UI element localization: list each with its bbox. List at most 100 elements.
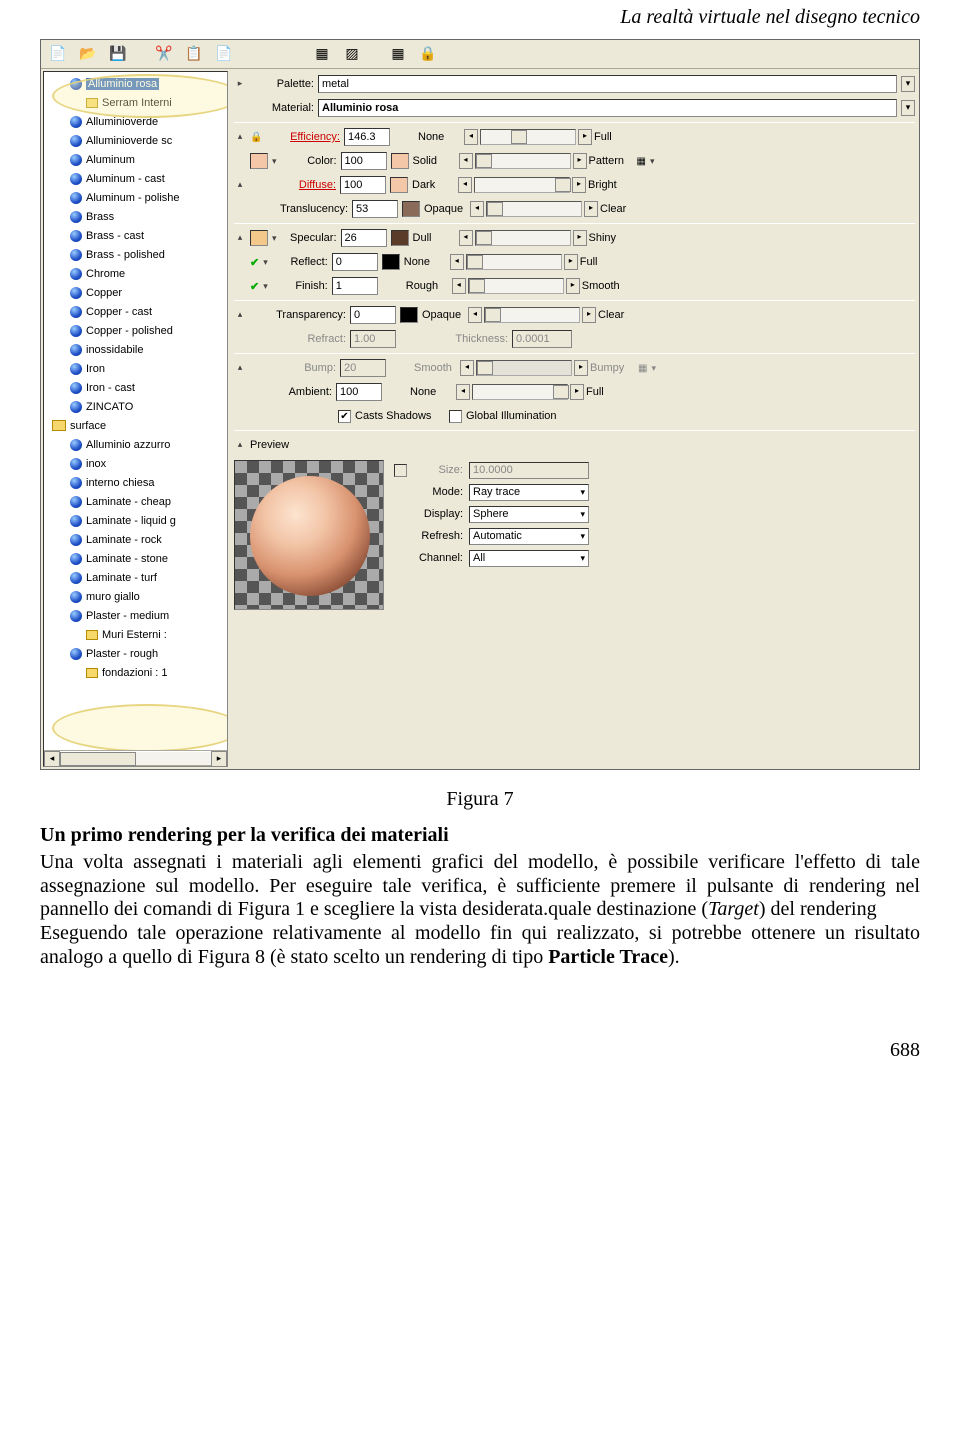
collapse-icon[interactable]: ▴ [234, 439, 246, 451]
slider-thumb[interactable] [476, 231, 492, 245]
casts-shadows-checkbox[interactable]: ✔ [338, 410, 351, 423]
reflect-slider[interactable]: None ◂ ▸ Full [404, 254, 624, 270]
save-icon[interactable]: 💾 [107, 43, 129, 65]
palette-dropdown-icon[interactable]: ▾ [901, 76, 915, 92]
tree-item[interactable]: Brass [48, 207, 225, 226]
tree-item[interactable]: inossidabile [48, 340, 225, 359]
translucency-swatch[interactable] [402, 201, 420, 217]
finish-slider[interactable]: Rough ◂ ▸ Smooth [406, 278, 626, 294]
slider-inc-icon[interactable]: ▸ [564, 254, 578, 270]
check-icon[interactable]: ✔ [250, 256, 259, 269]
transparency-input[interactable] [350, 306, 396, 324]
tree-item[interactable]: Iron - cast [48, 378, 225, 397]
tree-item[interactable]: Chrome [48, 264, 225, 283]
tree-item[interactable]: Laminate - turf [48, 568, 225, 587]
dropdown-icon[interactable]: ▾ [263, 281, 268, 292]
tree-item[interactable]: Serram Interni [48, 93, 225, 112]
scroll-track[interactable] [60, 751, 211, 766]
slider-inc-icon[interactable]: ▸ [572, 177, 586, 193]
slider-thumb[interactable] [467, 255, 483, 269]
slider-inc-icon[interactable]: ▸ [584, 201, 598, 217]
tree-item[interactable]: fondazioni : 1 [48, 663, 225, 682]
dropdown-icon[interactable]: ▾ [580, 509, 585, 520]
slider-thumb[interactable] [485, 308, 501, 322]
tree-item[interactable]: ZINCATO [48, 397, 225, 416]
slider-dec-icon[interactable]: ◂ [456, 384, 470, 400]
slider-thumb[interactable] [476, 154, 492, 168]
tree-item[interactable]: Alluminioverde [48, 112, 225, 131]
slider-inc-icon[interactable]: ▸ [573, 153, 587, 169]
palette-input[interactable] [318, 75, 897, 93]
color-swatch[interactable] [391, 153, 409, 169]
slider-dec-icon[interactable]: ◂ [459, 153, 473, 169]
tree-item[interactable]: Laminate - cheap [48, 492, 225, 511]
slider-thumb[interactable] [469, 279, 485, 293]
scroll-left-icon[interactable]: ◂ [44, 751, 60, 767]
efficiency-slider[interactable]: None ◂ ▸ Full [418, 129, 638, 145]
lock-icon[interactable]: 🔒 [250, 132, 264, 143]
tree-item[interactable]: interno chiesa [48, 473, 225, 492]
ambient-input[interactable] [336, 383, 382, 401]
specular-swatch[interactable] [391, 230, 409, 246]
specular-pre-swatch[interactable] [250, 230, 268, 246]
tree-item[interactable]: Aluminum - cast [48, 169, 225, 188]
reflect-swatch[interactable] [382, 254, 400, 270]
efficiency-input[interactable] [344, 128, 390, 146]
tree-item[interactable]: Muri Esterni : [48, 625, 225, 644]
render-icon[interactable]: ▦ [387, 43, 409, 65]
tree-item[interactable]: Alluminioverde sc [48, 131, 225, 150]
tree-item[interactable]: Plaster - rough [48, 644, 225, 663]
dropdown-icon[interactable]: ▾ [263, 257, 268, 268]
color-input[interactable] [341, 152, 387, 170]
slider-thumb[interactable] [511, 130, 527, 144]
slider-dec-icon[interactable]: ◂ [450, 254, 464, 270]
tree-item[interactable]: Brass - polished [48, 245, 225, 264]
slider-dec-icon[interactable]: ◂ [470, 201, 484, 217]
collapse-icon[interactable]: ▴ [234, 131, 246, 143]
tree-item[interactable]: muro giallo [48, 587, 225, 606]
global-illum-checkbox[interactable] [449, 410, 462, 423]
material-input[interactable] [318, 99, 897, 117]
diffuse-input[interactable] [340, 176, 386, 194]
tree-item[interactable]: Plaster - medium [48, 606, 225, 625]
mode-select[interactable]: Ray trace▾ [469, 484, 589, 501]
tree-item[interactable]: Aluminum - polishe [48, 188, 225, 207]
dropdown-icon[interactable]: ▾ [580, 487, 585, 498]
dropdown-icon[interactable]: ▾ [272, 156, 277, 167]
color-slider[interactable]: Solid ◂ ▸ Pattern [413, 153, 633, 169]
tree-item[interactable]: Laminate - liquid g [48, 511, 225, 530]
slider-thumb[interactable] [487, 202, 503, 216]
channel-select[interactable]: All▾ [469, 550, 589, 567]
specular-slider[interactable]: Dull ◂ ▸ Shiny [413, 230, 633, 246]
slider-inc-icon[interactable]: ▸ [566, 278, 580, 294]
slider-dec-icon[interactable]: ◂ [452, 278, 466, 294]
tree-item[interactable]: surface [48, 416, 225, 435]
grid2-icon[interactable]: ▨ [341, 43, 363, 65]
copy-icon[interactable]: 📋 [183, 43, 205, 65]
dropdown-icon[interactable]: ▾ [580, 553, 585, 564]
tree-hscrollbar[interactable]: ◂ ▸ [44, 750, 227, 766]
transparency-swatch[interactable] [400, 307, 418, 323]
collapse-icon[interactable]: ▴ [234, 362, 246, 374]
tree-item[interactable]: Laminate - rock [48, 530, 225, 549]
tree-item[interactable]: Aluminum [48, 150, 225, 169]
reflect-input[interactable] [332, 253, 378, 271]
material-tree[interactable]: Alluminio rosaSerram InterniAlluminiover… [44, 72, 227, 750]
color-pre-swatch[interactable] [250, 153, 268, 169]
slider-thumb[interactable] [553, 385, 569, 399]
slider-thumb[interactable] [555, 178, 571, 192]
slider-inc-icon[interactable]: ▸ [578, 129, 592, 145]
slider-dec-icon[interactable]: ◂ [464, 129, 478, 145]
new-icon[interactable]: 📄 [47, 43, 69, 65]
refresh-select[interactable]: Automatic▾ [469, 528, 589, 545]
ambient-slider[interactable]: None ◂ ▸ Full [410, 384, 630, 400]
collapse-icon[interactable]: ▸ [234, 78, 246, 90]
dropdown-icon[interactable]: ▾ [580, 531, 585, 542]
collapse-icon[interactable]: ▴ [234, 179, 246, 191]
size-checkbox[interactable] [394, 464, 407, 477]
tree-item[interactable]: Alluminio azzurro [48, 435, 225, 454]
finish-input[interactable] [332, 277, 378, 295]
slider-dec-icon[interactable]: ◂ [459, 230, 473, 246]
pattern-extra-icon[interactable]: ▦ [637, 156, 646, 167]
scroll-thumb[interactable] [60, 752, 136, 766]
